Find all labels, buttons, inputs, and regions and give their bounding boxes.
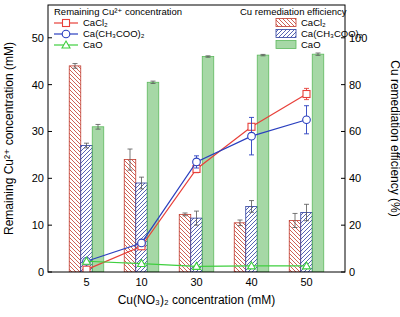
error-bar	[151, 81, 156, 83]
y2-tick	[341, 225, 345, 226]
marker	[248, 132, 256, 140]
y-tick-label: 20	[32, 172, 44, 184]
legend-marker	[62, 30, 70, 38]
bar	[312, 54, 324, 272]
y2-tick	[341, 131, 345, 132]
error-bar	[249, 201, 254, 213]
legend-header: Cu remediation efficiency	[240, 6, 347, 17]
bar	[136, 183, 148, 272]
y-tick-label: 10	[32, 219, 44, 231]
y-tick-label: 40	[32, 79, 44, 91]
error-bar	[183, 213, 188, 216]
error-bar	[128, 149, 133, 170]
error-bar	[73, 64, 78, 69]
chart: 01020304050020406080100510304050Remainin…	[0, 0, 400, 317]
marker	[83, 257, 91, 264]
y2-tick-label: 0	[349, 266, 355, 278]
x-tick-label: 50	[300, 276, 312, 288]
legend-label: Ca(CH₃COO)₂	[83, 28, 145, 39]
x-tick-label: 30	[190, 276, 202, 288]
marker	[83, 266, 90, 272]
x-axis-label: Cu(NO₃)₂ concentration (mM)	[118, 293, 276, 307]
marker	[193, 158, 201, 166]
legend-swatch	[276, 19, 296, 27]
line	[87, 94, 307, 270]
x-tick-label: 10	[135, 276, 147, 288]
bar	[246, 206, 258, 272]
y2-tick-label: 40	[349, 172, 361, 184]
error-bar	[304, 204, 309, 220]
bar	[179, 214, 191, 272]
bar	[301, 213, 313, 272]
error-bar	[84, 143, 89, 148]
legend-label: Ca(CH₃COO)₂	[301, 28, 363, 39]
marker	[138, 260, 146, 267]
bar	[202, 57, 214, 272]
bar	[257, 55, 269, 272]
marker	[138, 239, 146, 247]
y2-tick	[341, 84, 345, 85]
legend-swatch	[276, 41, 296, 49]
legend-label: CaO	[83, 39, 103, 50]
marker	[303, 91, 310, 98]
bar	[92, 127, 104, 272]
bar	[147, 82, 159, 272]
legend-label: CaCl₂	[301, 17, 326, 28]
y-tick	[48, 225, 52, 226]
y2-tick-label: 20	[349, 219, 361, 231]
legend-header: Remaining Cu²⁺ concentration	[54, 6, 182, 17]
error-bar	[304, 88, 309, 99]
error-bar	[194, 211, 199, 225]
y-tick-label: 30	[32, 125, 44, 137]
y-tick	[48, 37, 52, 38]
error-bar	[261, 54, 266, 55]
y2-tick-label: 60	[349, 125, 361, 137]
error-bar	[238, 220, 243, 226]
marker	[83, 257, 91, 265]
y-tick	[48, 178, 52, 179]
legend-label: CaO	[301, 39, 321, 50]
error-bar	[96, 124, 101, 129]
bar	[234, 223, 246, 272]
bar	[69, 66, 81, 272]
marker	[303, 262, 311, 269]
legend-marker	[63, 20, 70, 27]
bar	[289, 220, 301, 272]
x-tick-label: 40	[245, 276, 257, 288]
bar	[124, 160, 136, 272]
error-bar	[293, 213, 298, 227]
y-tick-label: 50	[32, 32, 44, 44]
legend: Remaining Cu²⁺ concentration Cu remediati…	[54, 6, 363, 50]
y2-axis-label: Cu remediation efficiency (%)	[388, 60, 400, 217]
y-tick	[48, 131, 52, 132]
line	[87, 120, 307, 261]
y2-tick	[341, 178, 345, 179]
error-bar	[316, 53, 321, 55]
legend-label: CaCl₂	[83, 17, 108, 28]
error-bar	[139, 177, 144, 189]
marker	[248, 262, 256, 269]
frame	[48, 5, 345, 272]
legend-marker	[62, 41, 70, 48]
bar	[81, 146, 93, 272]
y2-tick-label: 80	[349, 79, 361, 91]
error-bar	[206, 56, 211, 57]
plot-area	[69, 53, 324, 272]
marker	[193, 262, 201, 269]
y-tick-label: 0	[38, 266, 44, 278]
legend-swatch	[276, 30, 296, 38]
bar	[191, 218, 203, 272]
y-tick	[48, 84, 52, 85]
marker	[303, 116, 311, 124]
y-axis-label: Remaining Cu²⁺ concentration (mM)	[2, 42, 16, 235]
x-tick-label: 5	[83, 276, 89, 288]
